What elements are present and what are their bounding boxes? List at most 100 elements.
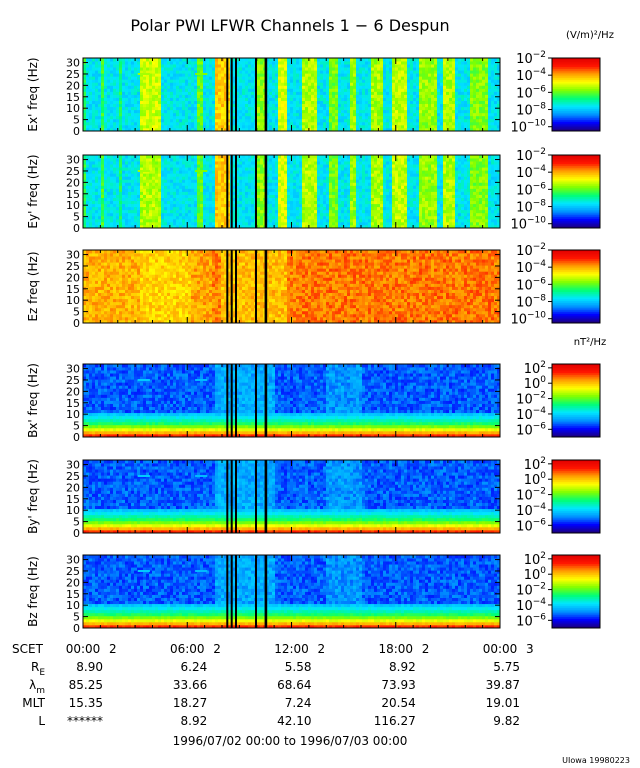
spectrogram-cell bbox=[119, 67, 123, 71]
spectrogram-cell bbox=[128, 88, 132, 92]
spectrogram-cell bbox=[149, 224, 153, 229]
spectrogram-cell bbox=[257, 58, 261, 62]
spectrogram-cell bbox=[401, 94, 405, 98]
spectrogram-cell bbox=[389, 76, 393, 80]
spectrogram-cell bbox=[338, 73, 342, 77]
spectrogram-cell bbox=[275, 58, 279, 62]
spectrogram-cell bbox=[257, 185, 261, 189]
spectrogram-cell bbox=[389, 100, 393, 105]
spectrogram-cell bbox=[89, 212, 93, 217]
spectrogram-cell bbox=[158, 67, 162, 71]
spectrogram-cell bbox=[179, 67, 183, 71]
spectrogram-cell bbox=[221, 121, 225, 126]
spectrogram-cell bbox=[209, 221, 213, 226]
spectrogram-cell bbox=[200, 179, 204, 183]
spectrogram-cell bbox=[290, 112, 294, 117]
spectrogram-cell bbox=[176, 58, 180, 62]
spectrogram-cell bbox=[413, 58, 417, 62]
spectrogram-cell bbox=[89, 194, 93, 198]
spectrogram-cell bbox=[200, 215, 204, 220]
spectrogram-cell bbox=[302, 97, 306, 101]
spectrogram-cell bbox=[356, 94, 360, 98]
spectrogram-cell bbox=[179, 158, 183, 162]
spectrogram-cell bbox=[194, 224, 198, 229]
spectrogram-cell bbox=[365, 106, 369, 111]
spectrogram-cell bbox=[359, 112, 363, 117]
spectrogram-cell bbox=[428, 94, 432, 98]
spectrogram-cell bbox=[443, 76, 447, 80]
spectrogram-cell bbox=[284, 82, 288, 86]
spectrogram-cell bbox=[398, 97, 402, 101]
spectrogram-cell bbox=[338, 85, 342, 89]
spectrogram-cell bbox=[218, 79, 222, 83]
spectrogram-cell bbox=[317, 85, 321, 89]
spectrogram-cell bbox=[194, 158, 198, 162]
spectrogram-cell bbox=[221, 164, 225, 168]
spectrogram-cell bbox=[329, 88, 333, 92]
spectrogram-cell bbox=[302, 58, 306, 62]
spectrogram-cell bbox=[185, 88, 189, 92]
spectrogram-cell bbox=[149, 91, 153, 95]
spectrogram-cell bbox=[224, 82, 228, 86]
spectrogram-cell bbox=[404, 61, 408, 65]
spectrogram-cell bbox=[251, 109, 255, 114]
spectrogram-cell bbox=[257, 112, 261, 117]
spectrogram-cell bbox=[203, 197, 207, 202]
spectrogram-cell bbox=[314, 112, 318, 117]
spectrogram-cell bbox=[398, 103, 402, 108]
spectrogram-cell bbox=[227, 76, 231, 80]
spectrogram-cell bbox=[317, 73, 321, 77]
spectrogram-cell bbox=[173, 167, 177, 171]
spectrogram-cell bbox=[356, 88, 360, 92]
spectrogram-cell bbox=[302, 109, 306, 114]
spectrogram-cell bbox=[404, 88, 408, 92]
spectrogram-cell bbox=[167, 206, 171, 211]
spectrogram-cell bbox=[455, 109, 459, 114]
spectrogram-cell bbox=[215, 85, 219, 89]
spectrogram-cell bbox=[203, 67, 207, 71]
spectrogram-cell bbox=[224, 106, 228, 111]
spectrogram-cell bbox=[146, 194, 150, 198]
spectrogram-cell bbox=[140, 212, 144, 217]
spectrogram-cell bbox=[143, 118, 147, 123]
spectrogram-cell bbox=[359, 103, 363, 108]
spectrogram-cell bbox=[95, 70, 99, 74]
spectrogram-cell bbox=[131, 164, 135, 168]
spectrogram-cell bbox=[239, 221, 243, 226]
spectrogram-cell bbox=[191, 61, 195, 65]
spectrogram-cell bbox=[161, 179, 165, 183]
spectrogram-cell bbox=[233, 158, 237, 162]
spectrogram-cell bbox=[212, 67, 216, 71]
spectrogram-cell bbox=[215, 209, 219, 214]
spectrogram-cell bbox=[446, 94, 450, 98]
spectrogram-cell bbox=[488, 67, 492, 71]
spectrogram-cell bbox=[410, 115, 414, 120]
spectrogram-cell bbox=[308, 124, 312, 129]
spectrogram-cell bbox=[317, 118, 321, 123]
spectrogram-cell bbox=[278, 82, 282, 86]
spectrogram-cell bbox=[218, 58, 222, 62]
spectrogram-cell bbox=[431, 64, 435, 68]
spectrogram-cell bbox=[257, 76, 261, 80]
spectrogram-cell bbox=[473, 91, 477, 95]
spectrogram-cell bbox=[383, 76, 387, 80]
spectrogram-cell bbox=[122, 82, 126, 86]
spectrogram-cell bbox=[362, 64, 366, 68]
spectrogram-cell bbox=[140, 67, 144, 71]
spectrogram-cell bbox=[410, 103, 414, 108]
spectrogram-cell bbox=[245, 127, 249, 132]
spectrogram-cell bbox=[242, 185, 246, 189]
spectrogram-cell bbox=[128, 164, 132, 168]
spectrogram-cell bbox=[413, 67, 417, 71]
spectrogram-cell bbox=[143, 218, 147, 223]
spectrogram-cell bbox=[455, 61, 459, 65]
spectrogram-cell bbox=[260, 97, 264, 101]
spectrogram-cell bbox=[296, 64, 300, 68]
spectrogram-cell bbox=[110, 73, 114, 77]
spectrogram-cell bbox=[209, 158, 213, 162]
spectrogram-cell bbox=[266, 82, 270, 86]
spectrogram-cell bbox=[395, 118, 399, 123]
spectrogram-cell bbox=[221, 209, 225, 214]
spectrogram-cell bbox=[218, 121, 222, 126]
